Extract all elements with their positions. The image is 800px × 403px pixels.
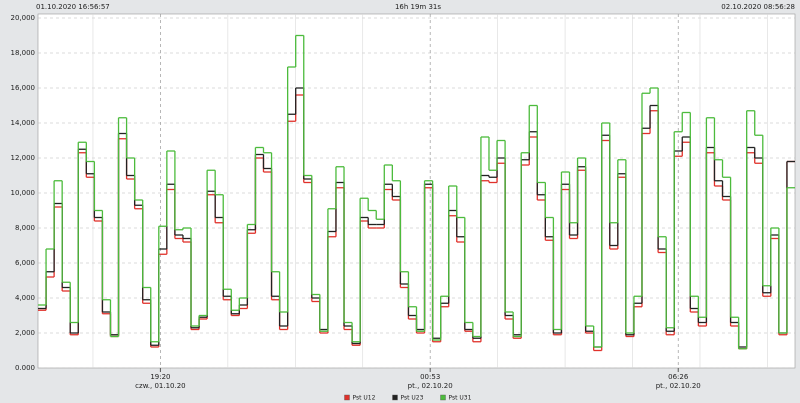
x-tick-date: pt., 02.10.20 xyxy=(408,382,453,390)
legend-label: Pst U31 xyxy=(449,395,472,402)
y-tick-label: 20,000 xyxy=(11,14,36,22)
legend-swatch xyxy=(344,394,350,401)
y-tick-label: 0.000 xyxy=(15,364,35,372)
legend-swatch xyxy=(392,394,398,401)
legend-label: Pst U12 xyxy=(353,395,376,402)
legend-label: Pst U23 xyxy=(401,395,424,402)
y-tick-label: 14,000 xyxy=(11,119,36,127)
y-tick-label: 12,000 xyxy=(11,154,36,162)
x-tick-date: czw., 01.10.20 xyxy=(135,382,185,390)
start-time: 01.10.2020 16:56:57 xyxy=(36,3,110,11)
y-tick-label: 4,000 xyxy=(15,294,35,302)
x-tick-date: pt., 02.10.20 xyxy=(656,382,701,390)
x-tick-label: 06:26 xyxy=(668,373,689,381)
end-time: 02.10.2020 08:56:28 xyxy=(721,3,795,11)
x-tick-label: 00:53 xyxy=(420,373,440,381)
y-tick-label: 18,000 xyxy=(11,49,36,57)
y-tick-label: 8,000 xyxy=(15,224,35,232)
duration: 16h 19m 31s xyxy=(395,3,441,11)
y-tick-label: 2,000 xyxy=(15,329,35,337)
series-line xyxy=(38,34,795,350)
y-tick-label: 16,000 xyxy=(11,84,36,92)
y-tick-label: 6,000 xyxy=(15,259,35,267)
step-connector xyxy=(45,35,788,349)
y-tick-label: 10,000 xyxy=(11,189,36,197)
legend-swatch xyxy=(440,394,446,401)
x-tick-label: 19:20 xyxy=(150,373,170,381)
